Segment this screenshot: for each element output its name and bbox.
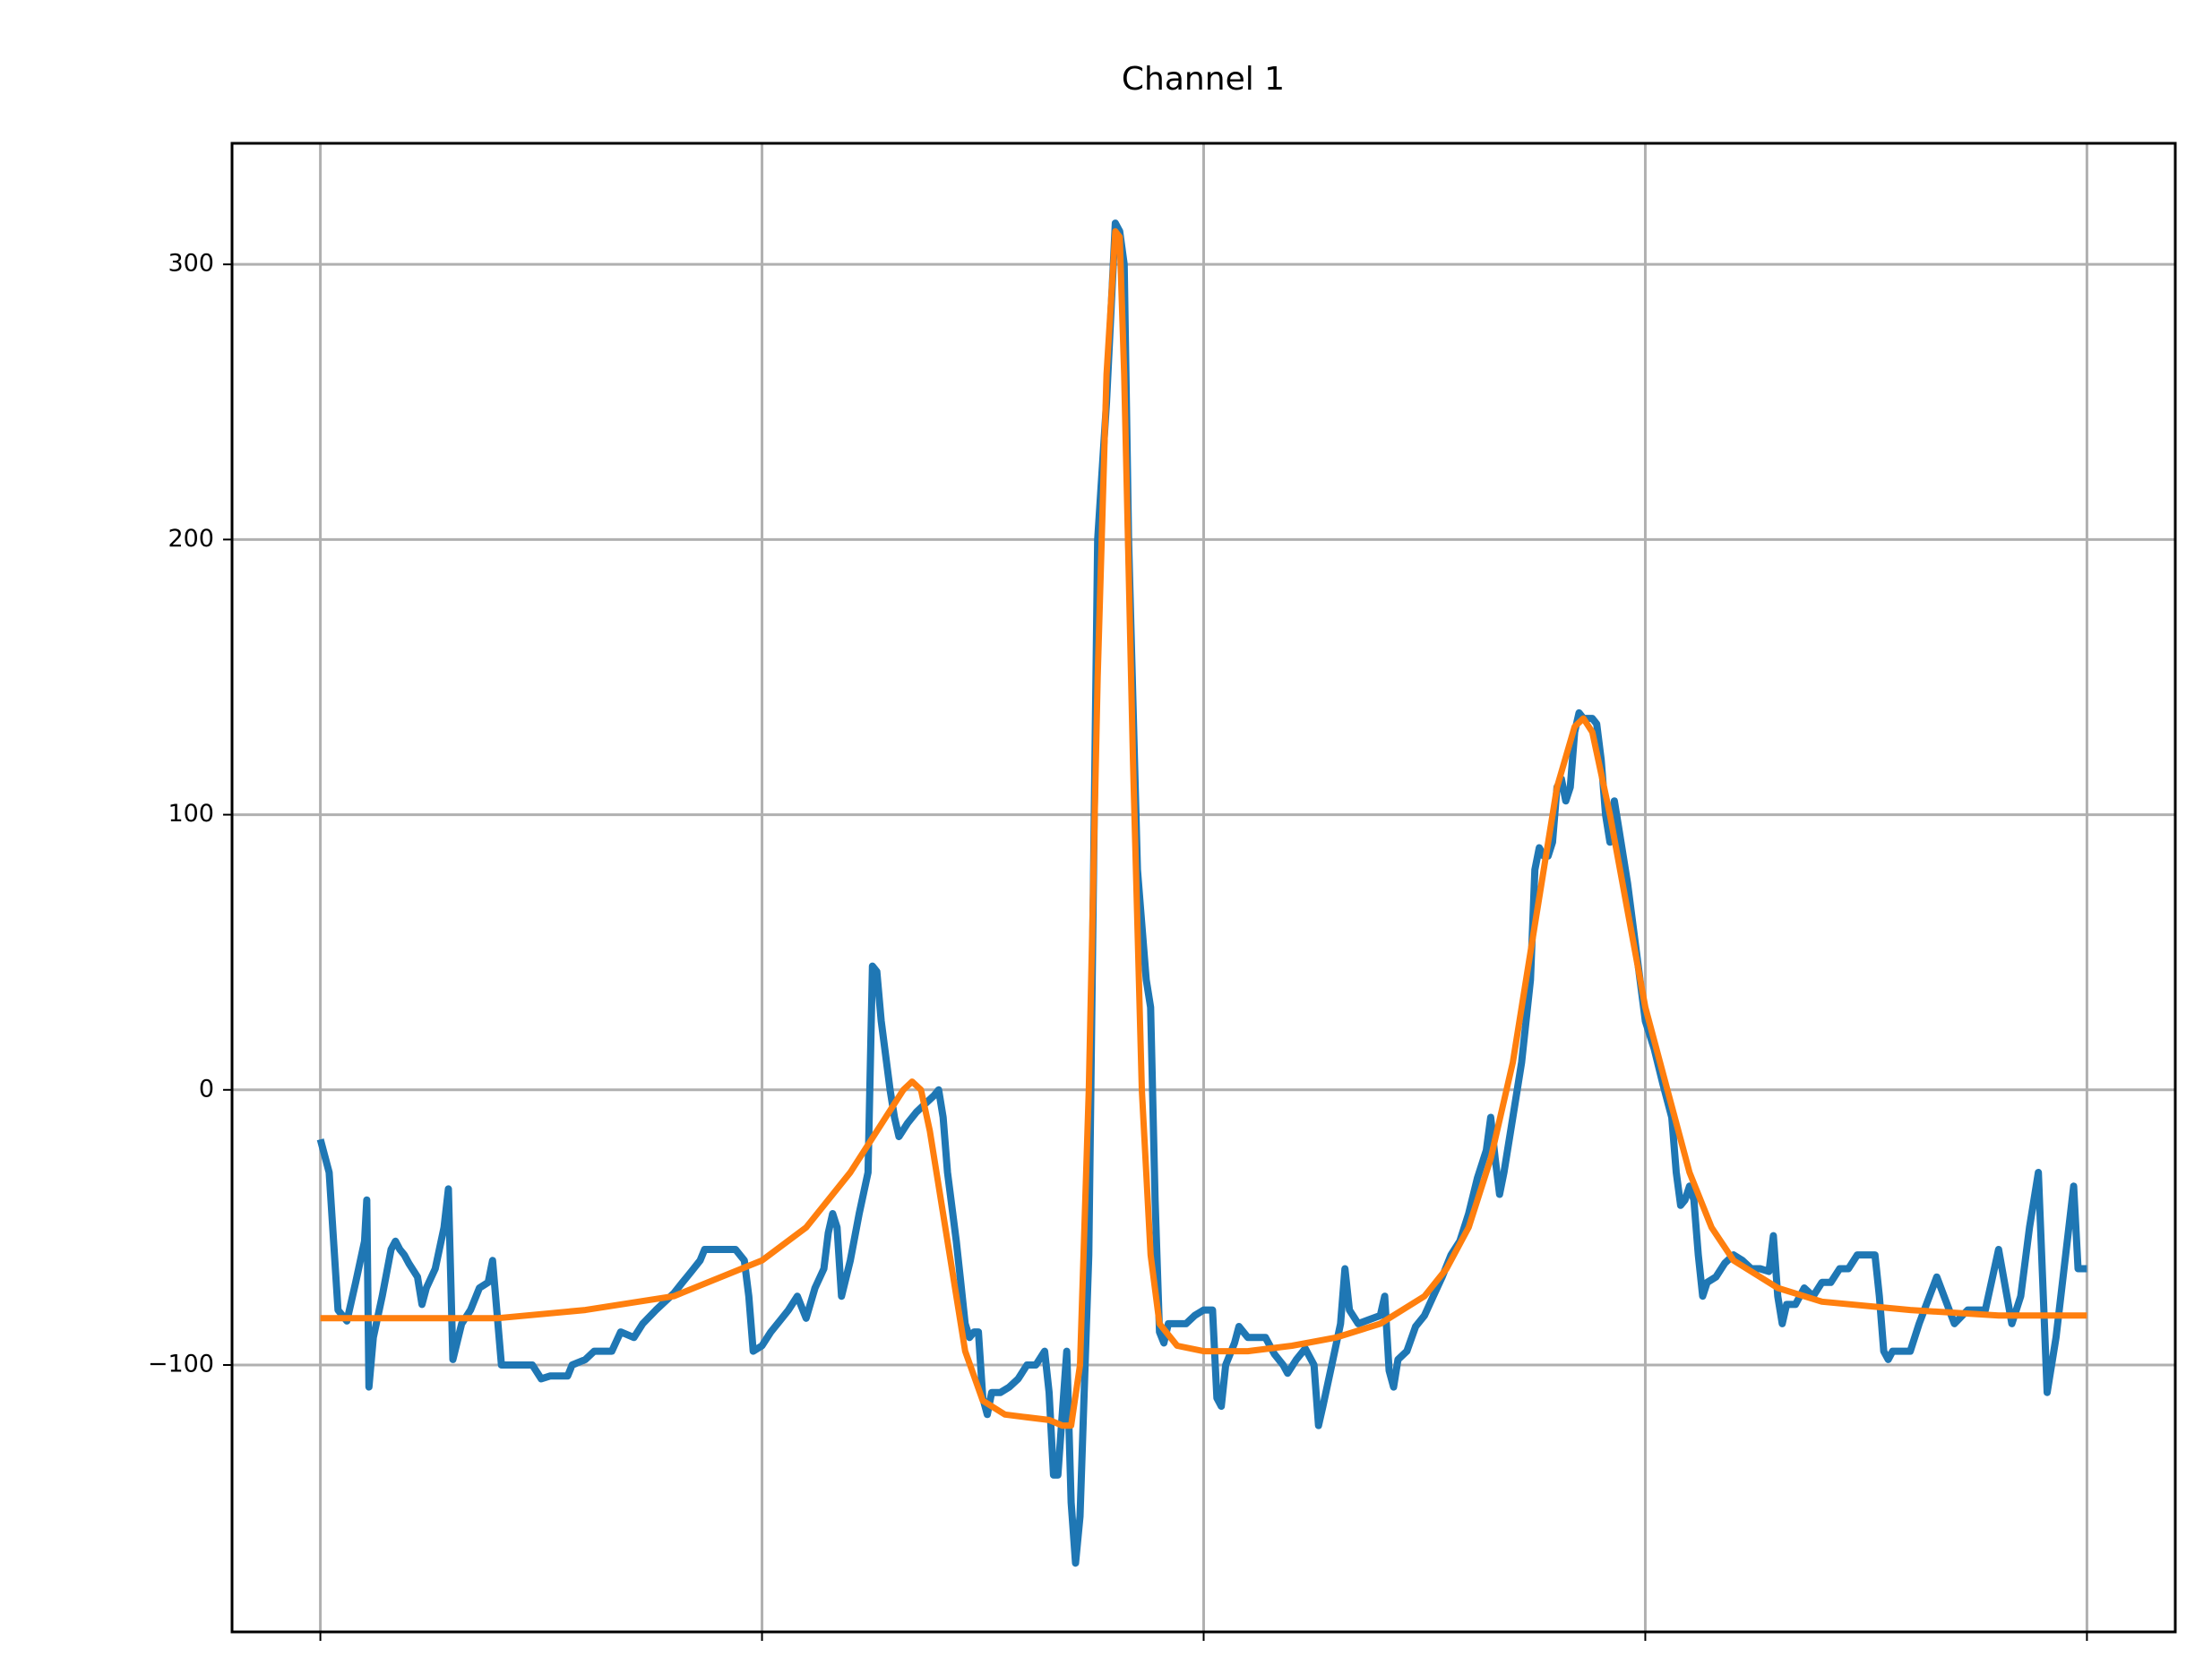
series-line <box>320 227 2087 1429</box>
series-line <box>316 219 2087 1567</box>
y-tick-label: 300 <box>168 250 214 278</box>
y-tick-label: 0 <box>199 1075 214 1103</box>
y-tick-label: 100 <box>168 800 214 828</box>
plot-frame <box>230 142 2177 1634</box>
chart-title: Channel 1 <box>1122 61 1285 98</box>
y-tick-label: 200 <box>168 525 214 553</box>
y-tick-label: −100 <box>148 1351 214 1378</box>
